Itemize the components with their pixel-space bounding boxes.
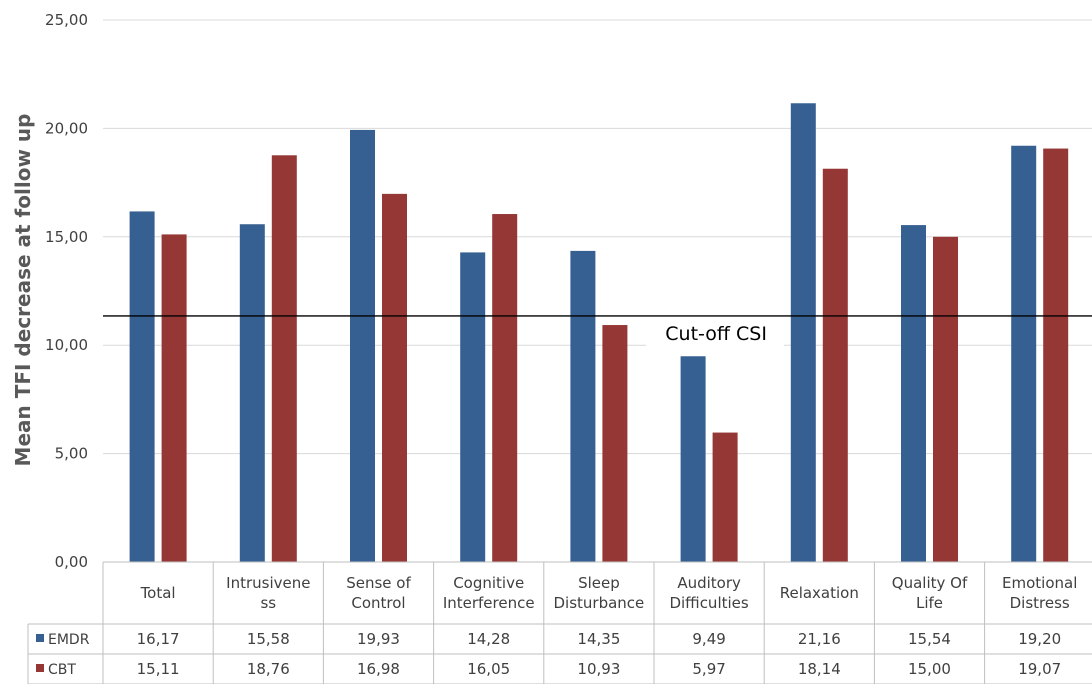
bar-cbt <box>161 234 187 562</box>
legend-key-emdr <box>36 634 44 642</box>
category-label: Distress <box>1010 594 1070 612</box>
data-label-emdr: 14,28 <box>467 630 510 648</box>
y-tick-label: 0,00 <box>55 553 88 571</box>
data-label-emdr: 9,49 <box>692 630 725 648</box>
y-tick-label: 5,00 <box>55 445 88 463</box>
category-label: Interference <box>443 594 535 612</box>
bar-cbt <box>271 155 297 562</box>
bar-cbt <box>382 193 407 562</box>
y-axis-label: Mean TFI decrease at follow up <box>11 114 35 467</box>
category-label: Total <box>140 584 176 602</box>
bar-emdr <box>129 211 155 563</box>
data-label-cbt: 5,97 <box>692 660 725 678</box>
category-label: Disturbance <box>554 594 645 612</box>
bar-emdr <box>790 103 816 563</box>
legend-label-cbt: CBT <box>48 662 76 678</box>
grid-lines <box>103 19 1092 455</box>
category-label: Relaxation <box>780 584 859 602</box>
data-table: Total Intrusivene ss Sense of Control Cogniti… <box>27 561 1092 684</box>
bar-emdr <box>1011 145 1037 562</box>
legend-key-cbt <box>36 664 44 672</box>
data-label-cbt: 15,11 <box>137 660 180 678</box>
data-label-cbt: 18,76 <box>247 660 290 678</box>
legend-label-emdr: EMDR <box>48 632 90 648</box>
category-label: Intrusivene <box>226 574 310 592</box>
bar-cbt <box>933 236 958 563</box>
category-label: ss <box>260 594 276 612</box>
data-label-cbt: 15,00 <box>908 660 951 678</box>
y-tick-label: 10,00 <box>45 336 88 354</box>
bar-emdr <box>350 129 375 562</box>
bar-emdr <box>570 250 596 562</box>
category-label: Control <box>351 594 405 612</box>
annotations: Cut-off CSI <box>103 315 1092 346</box>
category-label: Sleep <box>578 574 620 592</box>
bar-cbt <box>822 168 848 562</box>
cutoff-label: Cut-off CSI <box>665 323 767 345</box>
bars <box>129 103 1069 563</box>
bar-emdr <box>901 225 926 562</box>
y-tick-label: 20,00 <box>45 119 88 137</box>
data-label-emdr: 21,16 <box>798 630 841 648</box>
bar-cbt <box>492 214 518 562</box>
category-label: Quality Of <box>892 574 968 592</box>
data-label-emdr: 16,17 <box>137 630 180 648</box>
data-label-emdr: 19,93 <box>357 630 400 648</box>
data-label-cbt: 16,98 <box>357 660 400 678</box>
bar-cbt <box>1043 148 1069 563</box>
data-label-cbt: 18,14 <box>798 660 841 678</box>
cutoff-label-bg <box>646 319 785 346</box>
data-label-cbt: 10,93 <box>577 660 620 678</box>
bar-emdr <box>239 224 265 563</box>
bar-emdr <box>680 356 706 562</box>
category-label: Emotional <box>1002 574 1077 592</box>
y-tick-label: 15,00 <box>45 228 88 246</box>
bar-cbt <box>712 432 738 562</box>
data-label-cbt: 16,05 <box>467 660 510 678</box>
category-label: Difficulties <box>669 594 748 612</box>
data-label-emdr: 19,20 <box>1018 630 1061 648</box>
data-label-emdr: 15,58 <box>247 630 290 648</box>
category-label: Life <box>916 594 943 612</box>
bar-cbt <box>602 325 628 562</box>
data-label-emdr: 15,54 <box>908 630 951 648</box>
bar-emdr <box>460 252 486 562</box>
data-label-emdr: 14,35 <box>577 630 620 648</box>
data-label-cbt: 19,07 <box>1018 660 1061 678</box>
category-label: Sense of <box>346 574 411 592</box>
y-tick-label: 25,00 <box>45 11 88 29</box>
y-axis-ticks: 0,00 5,00 10,00 15,00 20,00 25,00 <box>45 11 88 571</box>
category-label: Cognitive <box>453 574 524 592</box>
category-label: Auditory <box>677 574 741 592</box>
